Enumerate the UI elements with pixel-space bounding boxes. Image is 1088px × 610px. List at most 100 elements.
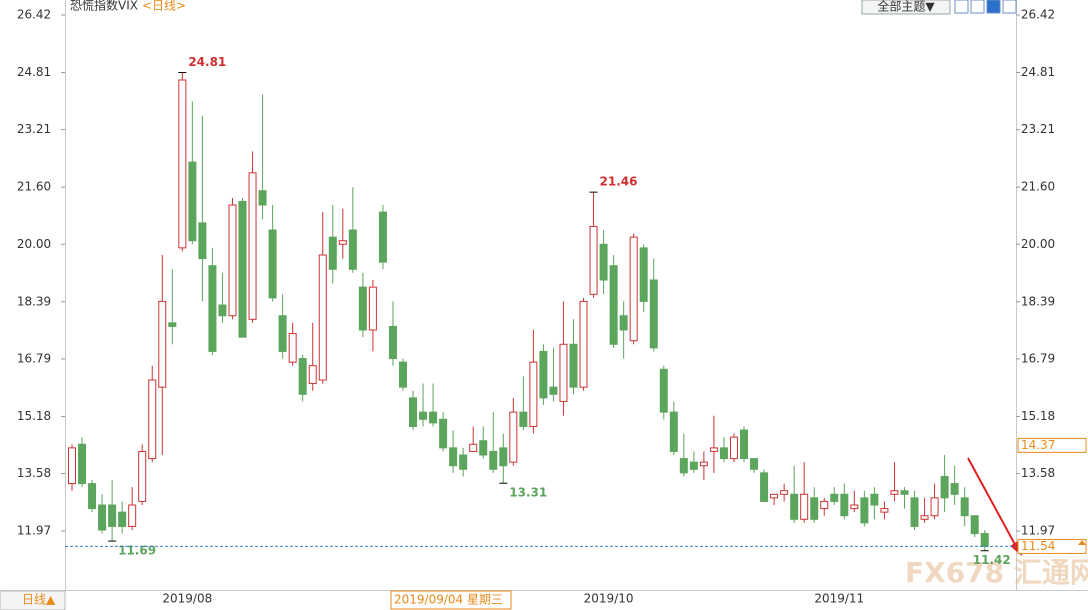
- candle-body: [639, 247, 648, 302]
- candle-body: [168, 322, 177, 327]
- candle-body: [469, 443, 478, 452]
- watermark: FX678 汇通网: [905, 556, 1088, 589]
- candle-body: [118, 511, 127, 527]
- candle-body: [198, 222, 207, 260]
- candle-body: [228, 204, 237, 317]
- candle-body: [669, 411, 678, 452]
- candle-body: [689, 461, 698, 470]
- candle-body: [429, 411, 438, 424]
- y-tick-label-right: 20.00: [1021, 237, 1055, 251]
- theme-button-box[interactable]: [861, 0, 951, 15]
- candle-body: [308, 365, 317, 385]
- last-price-box: [1017, 538, 1087, 554]
- candle-body: [68, 447, 76, 485]
- candle-body: [649, 279, 658, 349]
- candle-body: [278, 315, 287, 352]
- candle-body: [740, 429, 749, 460]
- y-tick-label: 15.18: [17, 409, 51, 423]
- candle-body: [609, 265, 618, 345]
- period-button-box[interactable]: [0, 590, 66, 610]
- candle-body: [890, 490, 899, 495]
- candle-body: [378, 211, 387, 263]
- candle-body: [569, 343, 578, 388]
- candle-body: [599, 243, 608, 281]
- extreme-label: 24.81: [188, 55, 226, 69]
- candle-body: [78, 443, 87, 485]
- icon-button[interactable]: [986, 0, 1001, 14]
- candle-body: [629, 236, 638, 342]
- candle-body: [920, 515, 929, 520]
- candle-body: [338, 240, 347, 245]
- candle-body: [679, 458, 688, 474]
- candle-body: [409, 397, 418, 427]
- chart-title: 恐慌指数VIX: [70, 0, 138, 13]
- candle-body: [489, 450, 498, 470]
- crosshair-date-box: [390, 590, 512, 610]
- y-tick-label: 21.60: [17, 180, 51, 194]
- y-tick-label-right: 24.81: [1021, 65, 1055, 79]
- candle-body: [810, 497, 819, 520]
- candle-body: [318, 254, 327, 381]
- candle-body: [619, 315, 628, 331]
- candle-body: [388, 325, 397, 360]
- y-tick-label: 24.81: [17, 65, 51, 79]
- icon-button[interactable]: [970, 0, 985, 14]
- icon-button[interactable]: [954, 0, 969, 14]
- crosshair-value-label: 14.37: [1021, 438, 1055, 452]
- x-tick-label: 2019/10: [584, 592, 634, 606]
- period-button-label[interactable]: 日线▲: [22, 593, 56, 607]
- candle-body: [699, 461, 708, 467]
- candle-body: [148, 379, 157, 460]
- candle-body: [709, 447, 718, 452]
- period-button[interactable]: 日线▲: [0, 590, 66, 610]
- candle-body: [840, 493, 849, 517]
- icon-button[interactable]: [1002, 0, 1017, 14]
- candle-body: [499, 447, 508, 467]
- candle-body: [970, 515, 979, 535]
- candle-body: [659, 368, 668, 413]
- period-label[interactable]: <日线>: [142, 0, 186, 13]
- y-tick-label: 11.97: [17, 524, 51, 538]
- y-tick-label: 16.79: [17, 351, 51, 365]
- candle-body: [449, 447, 458, 467]
- candle-body: [519, 411, 528, 427]
- candle-body: [910, 497, 919, 527]
- candle-body: [760, 472, 769, 502]
- candle-body: [288, 333, 297, 363]
- candle-body: [900, 490, 909, 495]
- candle-body: [729, 436, 738, 460]
- candle-body: [549, 386, 558, 395]
- theme-button-label[interactable]: 全部主题▼: [877, 0, 935, 14]
- y-tick-label: 23.21: [17, 122, 51, 136]
- candle-body: [770, 493, 779, 499]
- y-tick-label-right: 23.21: [1021, 122, 1055, 136]
- candle-body: [830, 493, 839, 502]
- candle-body: [328, 236, 337, 270]
- candle-body: [960, 497, 969, 517]
- candle-body: [529, 361, 538, 427]
- candle-body: [348, 229, 357, 270]
- y-tick-label: 13.58: [17, 466, 51, 480]
- crosshair-date-label: 2019/09/04 星期三: [394, 593, 503, 607]
- candle-body: [880, 508, 889, 513]
- candle-body: [860, 497, 869, 524]
- y-tick-label-right: 18.39: [1021, 294, 1055, 308]
- candle-body: [188, 161, 197, 242]
- candle-body: [750, 458, 759, 470]
- candle-body: [589, 225, 598, 295]
- y-tick-label-right: 11.97: [1021, 524, 1055, 538]
- candle-body: [950, 483, 959, 495]
- theme-button[interactable]: 全部主题▼: [861, 0, 951, 15]
- crosshair-value-box: [1017, 437, 1087, 453]
- candle-body: [368, 286, 377, 331]
- candle-body: [820, 500, 829, 510]
- y-tick-label-right: 21.60: [1021, 180, 1055, 194]
- candle-body: [108, 504, 117, 527]
- y-tick-label-right: 26.42: [1021, 8, 1055, 22]
- candle-body: [398, 361, 407, 388]
- y-tick-label: 18.39: [17, 294, 51, 308]
- candle-body: [208, 265, 217, 352]
- y-tick-label: 20.00: [17, 237, 51, 251]
- candle-body: [439, 418, 448, 449]
